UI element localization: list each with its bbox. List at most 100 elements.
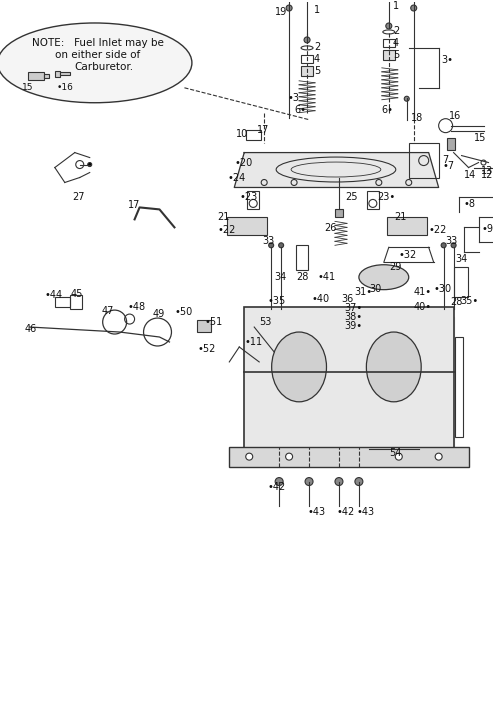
- Text: 7: 7: [443, 155, 449, 164]
- Polygon shape: [244, 317, 453, 447]
- Text: 2: 2: [393, 26, 399, 36]
- Text: •30: •30: [434, 284, 452, 294]
- Circle shape: [386, 23, 392, 29]
- Text: 19: 19: [275, 7, 288, 17]
- Text: 18: 18: [411, 113, 423, 123]
- Bar: [229, 447, 469, 467]
- Text: •22: •22: [429, 225, 447, 235]
- Text: •40: •40: [311, 294, 329, 304]
- Circle shape: [441, 243, 446, 248]
- Text: •35: •35: [267, 296, 286, 306]
- Circle shape: [355, 477, 363, 486]
- Circle shape: [286, 5, 292, 11]
- Text: 5: 5: [314, 66, 320, 76]
- Text: 36: 36: [341, 294, 353, 304]
- Circle shape: [279, 243, 284, 248]
- Text: 38•: 38•: [344, 312, 362, 322]
- Bar: [387, 217, 427, 235]
- Bar: [198, 320, 211, 332]
- Circle shape: [304, 37, 310, 43]
- Text: •42: •42: [267, 481, 286, 491]
- Bar: [453, 268, 468, 297]
- Text: 40•: 40•: [414, 302, 432, 312]
- Text: 28: 28: [450, 297, 463, 307]
- Bar: [383, 39, 395, 47]
- Circle shape: [404, 96, 409, 101]
- Bar: [383, 50, 395, 60]
- Text: 25: 25: [345, 193, 357, 203]
- Text: 46: 46: [25, 324, 37, 334]
- Text: 31•: 31•: [354, 287, 372, 297]
- Bar: [296, 245, 308, 270]
- Circle shape: [275, 477, 283, 486]
- Text: •20: •20: [234, 157, 252, 167]
- Text: 1: 1: [393, 1, 399, 11]
- Text: 4: 4: [393, 38, 399, 48]
- Text: •9: •9: [482, 225, 494, 234]
- Text: 27: 27: [72, 193, 84, 203]
- Text: 10: 10: [236, 128, 248, 138]
- Circle shape: [88, 162, 92, 167]
- Bar: [247, 191, 259, 210]
- Text: 47: 47: [101, 306, 114, 316]
- Text: •42: •42: [337, 508, 355, 517]
- Text: 17: 17: [128, 201, 140, 210]
- Text: 41•: 41•: [414, 287, 432, 297]
- Bar: [60, 72, 70, 75]
- Circle shape: [411, 5, 417, 11]
- Text: •16: •16: [57, 83, 74, 92]
- Text: •50: •50: [174, 307, 193, 317]
- Text: on either side of: on either side of: [55, 50, 140, 60]
- Text: 37•: 37•: [344, 303, 362, 313]
- Text: 49: 49: [152, 309, 165, 319]
- Bar: [244, 307, 453, 452]
- Text: •24: •24: [227, 172, 246, 183]
- Text: •22: •22: [217, 225, 236, 235]
- Polygon shape: [234, 152, 439, 188]
- Text: •32: •32: [399, 250, 417, 261]
- Text: •11: •11: [244, 337, 262, 347]
- Circle shape: [286, 453, 293, 460]
- Text: •43: •43: [307, 508, 325, 517]
- Text: 1: 1: [314, 5, 320, 15]
- Text: •7: •7: [443, 160, 455, 171]
- Text: 12: 12: [481, 169, 493, 179]
- Text: 14: 14: [464, 169, 476, 179]
- Text: 33: 33: [262, 237, 274, 246]
- Text: 34: 34: [274, 273, 287, 282]
- Text: 3•: 3•: [442, 55, 453, 65]
- Text: 15: 15: [22, 83, 34, 92]
- Text: •48: •48: [128, 302, 146, 312]
- Text: 6•: 6•: [382, 104, 394, 114]
- Text: 26: 26: [324, 223, 337, 234]
- Bar: [70, 295, 82, 309]
- Text: 15: 15: [474, 133, 486, 143]
- Circle shape: [335, 477, 343, 486]
- Text: 28: 28: [296, 273, 308, 282]
- Text: •43: •43: [357, 508, 375, 517]
- Text: •51: •51: [204, 317, 223, 327]
- Text: •41: •41: [317, 273, 335, 282]
- Text: 4: 4: [314, 54, 320, 64]
- Text: 34: 34: [455, 254, 468, 264]
- Bar: [55, 297, 70, 307]
- Text: 45: 45: [71, 289, 83, 299]
- Circle shape: [269, 243, 274, 248]
- Bar: [227, 217, 267, 235]
- Text: 5: 5: [393, 50, 399, 60]
- Bar: [246, 130, 261, 140]
- Bar: [28, 72, 44, 80]
- Text: 17: 17: [257, 125, 270, 135]
- Text: 39•: 39•: [344, 321, 362, 331]
- Text: •44: •44: [45, 290, 63, 300]
- Ellipse shape: [0, 23, 192, 103]
- Text: 53: 53: [259, 317, 272, 327]
- Text: 13: 13: [481, 165, 493, 176]
- Bar: [55, 71, 60, 77]
- Text: 23•: 23•: [377, 193, 395, 203]
- Bar: [301, 66, 313, 76]
- Ellipse shape: [359, 265, 409, 289]
- Bar: [446, 138, 454, 150]
- Text: 21: 21: [217, 213, 230, 222]
- Text: 30: 30: [369, 284, 381, 294]
